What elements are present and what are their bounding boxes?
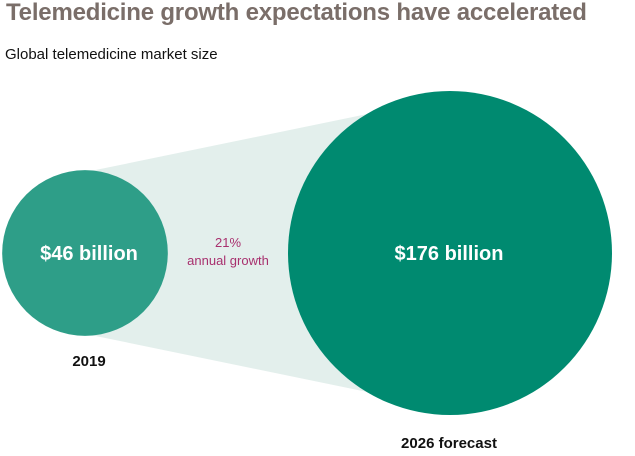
growth-text-label: annual growth <box>187 253 269 268</box>
chart-subtitle: Global telemedicine market size <box>5 46 218 63</box>
bubble-value-label: $46 billion <box>40 243 138 265</box>
bubble-value-label: $176 billion <box>395 243 504 265</box>
bubble-2019 <box>2 170 168 336</box>
bubble-category-label: 2026 forecast <box>401 435 497 452</box>
bubble-category-label: 2019 <box>72 353 105 370</box>
bubble-2026-forecast <box>288 91 612 415</box>
growth-rate-label: 21% <box>215 235 241 250</box>
chart-title: Telemedicine growth expectations have ac… <box>6 0 587 26</box>
